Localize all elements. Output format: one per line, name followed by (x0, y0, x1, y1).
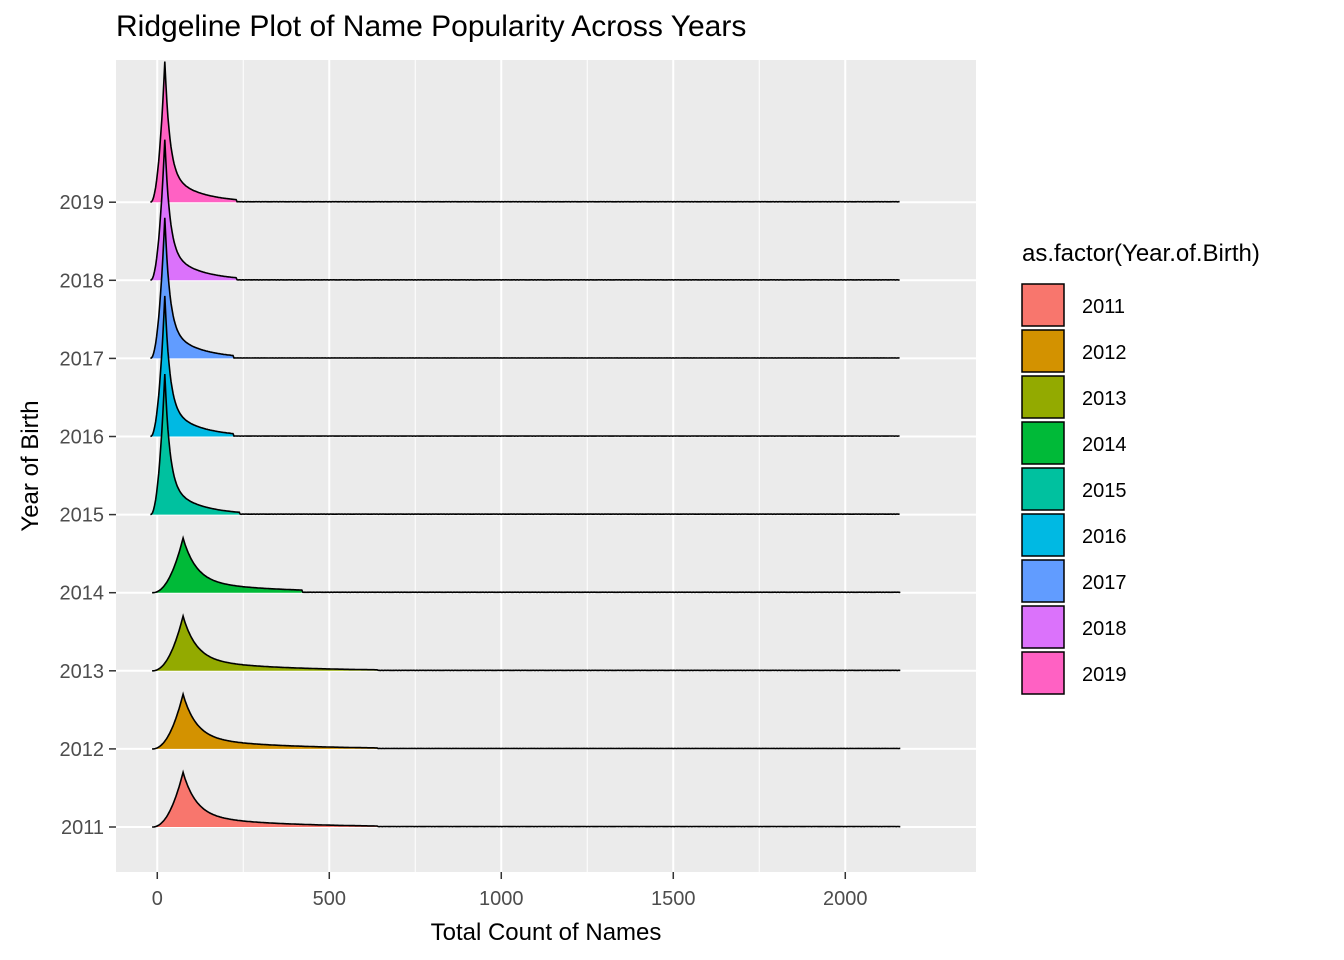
x-axis-label: Total Count of Names (431, 919, 662, 946)
legend-key-2018 (1021, 605, 1065, 649)
legend-label: 2018 (1082, 618, 1127, 640)
x-axis: 0 500 1000 1500 2000 (152, 872, 868, 910)
plot-panel (116, 60, 976, 872)
y-tick-label: 2012 (60, 739, 105, 761)
ridge-fill-2015 (150, 374, 240, 515)
ridge-fill-2019 (150, 61, 237, 203)
y-tick-label: 2019 (60, 192, 105, 214)
x-tick-label: 0 (152, 888, 163, 910)
ridge-fill-2018 (150, 139, 237, 281)
legend-label: 2017 (1082, 572, 1127, 594)
legend-key-2014 (1021, 421, 1065, 465)
y-tick-label: 2014 (60, 583, 105, 605)
legend-key-2017 (1021, 559, 1065, 603)
legend-label: 2013 (1082, 388, 1127, 410)
ridge-fill-2017 (150, 217, 233, 359)
ridges (150, 61, 901, 828)
y-tick-label: 2016 (60, 427, 105, 449)
ridge-outline-2018 (150, 139, 900, 282)
y-tick-label: 2015 (60, 505, 105, 527)
ridge-outline-2013 (152, 613, 901, 672)
y-axis-label: Year of Birth (17, 400, 44, 531)
ridge-outline-2017 (150, 217, 900, 360)
legend-key-2019 (1021, 651, 1065, 695)
y-axis: 2011 2012 2013 2014 2015 2016 2017 2018 2019 (60, 192, 116, 839)
legend-label: 2015 (1082, 480, 1127, 502)
ridge-outline-2012 (152, 691, 901, 750)
ridge-outline-2011 (152, 769, 901, 828)
x-tick-label: 1500 (651, 888, 696, 910)
y-tick-label: 2011 (61, 817, 104, 839)
legend-key-2016 (1021, 513, 1065, 557)
legend-key-2012 (1021, 329, 1065, 373)
legend-label: 2012 (1082, 342, 1127, 364)
ridge-outline-2014 (152, 535, 901, 594)
legend-title: as.factor(Year.of.Birth) (1022, 240, 1260, 267)
legend: 2011 2012 2013 2014 2015 2016 2017 2018 2019 (1021, 283, 1127, 695)
y-tick-label: 2017 (60, 348, 105, 370)
x-tick-label: 2000 (823, 888, 868, 910)
legend-key-2015 (1021, 467, 1065, 511)
x-tick-label: 500 (313, 888, 346, 910)
ridge-fill-2016 (150, 295, 233, 437)
ridge-fill-2011 (152, 772, 378, 827)
ridge-outline-2015 (150, 373, 900, 516)
y-tick-label: 2018 (60, 270, 105, 292)
legend-label: 2011 (1082, 296, 1125, 318)
ridge-fill-2014 (152, 538, 302, 593)
legend-label: 2016 (1082, 526, 1127, 548)
legend-key-2011 (1021, 283, 1065, 327)
y-tick-label: 2013 (60, 661, 105, 683)
legend-label: 2014 (1082, 434, 1127, 456)
ridge-fill-2013 (152, 616, 378, 671)
ridge-outline-2016 (150, 295, 900, 438)
ridge-outline-2019 (150, 61, 900, 203)
x-tick-label: 1000 (479, 888, 524, 910)
legend-key-2013 (1021, 375, 1065, 419)
legend-label: 2019 (1082, 664, 1127, 686)
chart-title: Ridgeline Plot of Name Popularity Across… (116, 10, 747, 43)
ridge-fill-2012 (152, 694, 378, 749)
